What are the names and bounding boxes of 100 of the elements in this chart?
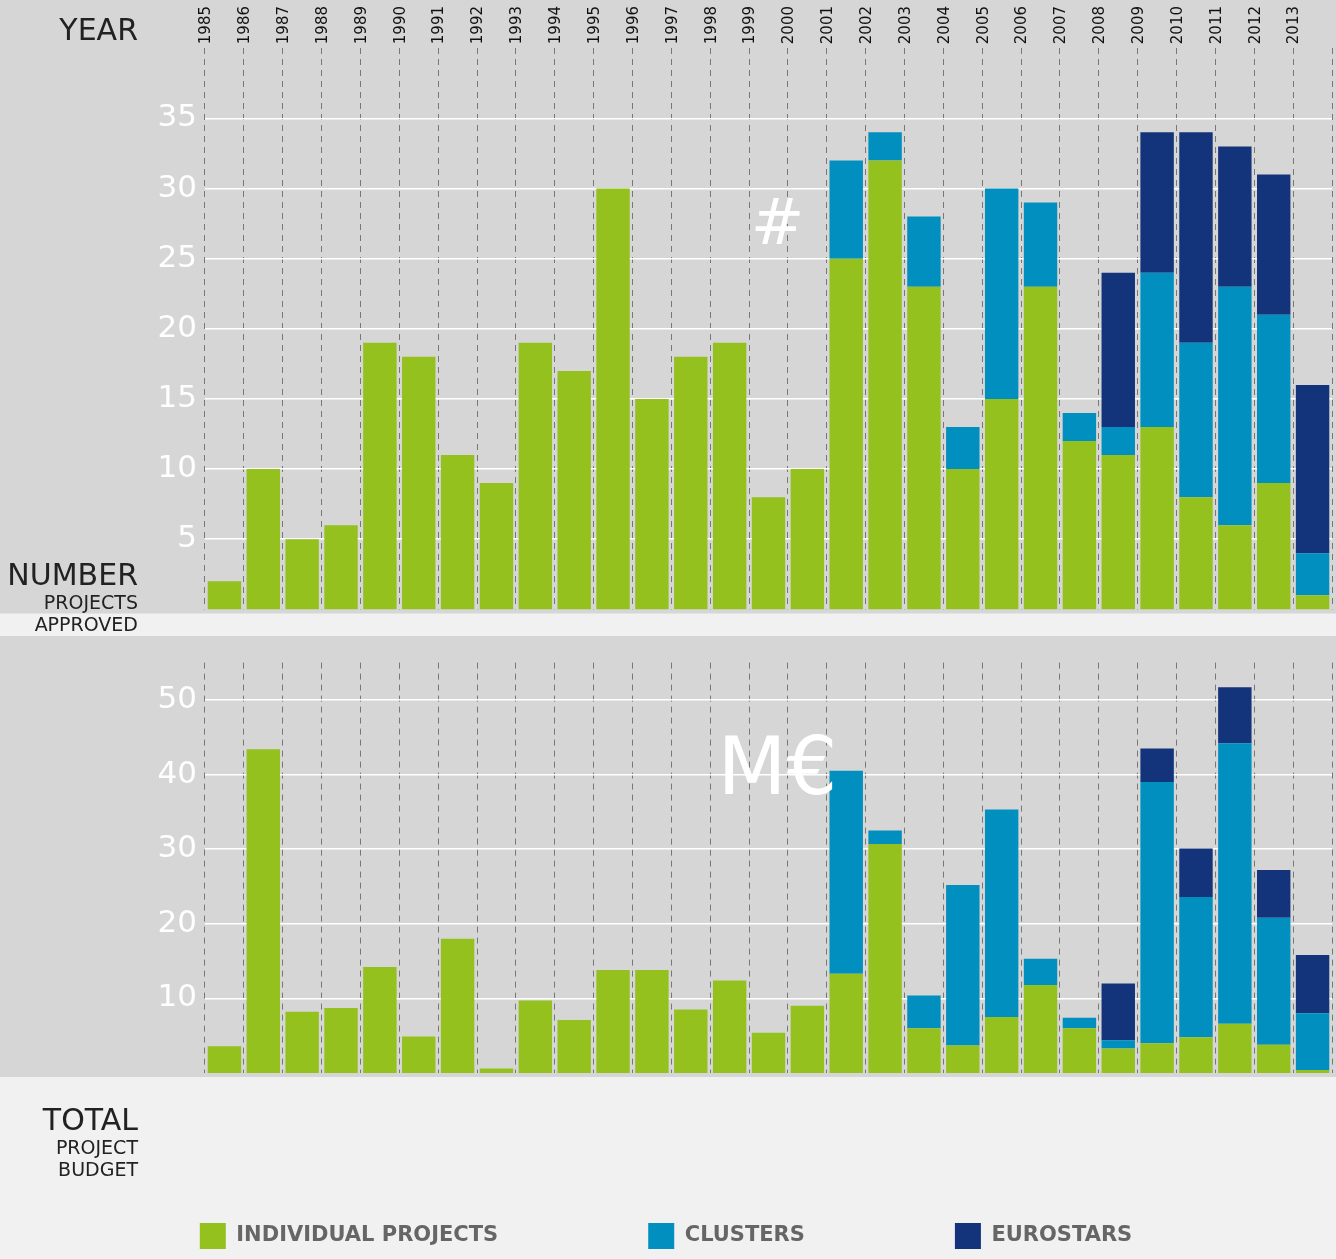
x-tick-label: 1993 <box>507 5 526 45</box>
bar <box>402 1036 436 1073</box>
bar <box>1257 483 1291 610</box>
bar <box>479 483 514 610</box>
bar <box>1101 272 1135 427</box>
bar <box>1218 1023 1252 1073</box>
x-tick-label: 1998 <box>701 5 720 45</box>
x-tick-label: 1988 <box>312 5 331 45</box>
bar <box>363 342 397 610</box>
x-tick-label: 2003 <box>895 5 914 45</box>
x-tick-label: 1994 <box>546 5 565 45</box>
x-tick-label: 1985 <box>196 5 215 45</box>
bar <box>1295 384 1330 554</box>
bar <box>907 216 941 287</box>
bar <box>946 884 980 1046</box>
bar <box>1257 314 1291 484</box>
bar <box>596 970 630 1073</box>
bar <box>1218 525 1252 610</box>
bar <box>518 1000 553 1073</box>
x-tick-label: 2007 <box>1051 5 1070 45</box>
bar <box>518 342 553 610</box>
bar <box>674 356 708 610</box>
y-axis-title: NUMBER PROJECTS APPROVED <box>6 556 138 636</box>
bar <box>1023 286 1058 610</box>
bar <box>1295 553 1330 596</box>
bar <box>1257 174 1291 315</box>
bar <box>907 286 941 610</box>
bar <box>868 160 902 610</box>
bar <box>440 938 475 1073</box>
x-tick-label: 2010 <box>1167 5 1186 45</box>
bar <box>1140 272 1174 427</box>
x-tick-label: 1995 <box>584 5 603 45</box>
bar <box>1179 132 1213 343</box>
bar <box>829 160 863 259</box>
bar <box>907 995 941 1029</box>
x-tick-label: 1992 <box>468 5 487 45</box>
bar <box>712 980 747 1073</box>
bar <box>946 427 980 470</box>
x-tick-label: 1996 <box>623 5 642 45</box>
bar <box>1295 1013 1330 1071</box>
bar <box>1218 146 1252 287</box>
bar <box>1062 1017 1097 1029</box>
bar <box>246 749 280 1073</box>
bar <box>1023 958 1058 985</box>
x-tick-label: 1991 <box>429 5 448 45</box>
x-tick-label: 2006 <box>1012 5 1031 45</box>
bar <box>557 1020 591 1073</box>
bar <box>1140 748 1174 782</box>
bar <box>1179 896 1213 1038</box>
x-tick-label: 2009 <box>1129 5 1148 45</box>
bar <box>207 581 242 610</box>
bar <box>674 1009 708 1073</box>
bar <box>557 370 591 610</box>
bar <box>946 1045 980 1073</box>
x-tick-label: 1990 <box>390 5 409 45</box>
x-tick-label: 2005 <box>973 5 992 45</box>
bar <box>1062 412 1097 442</box>
x-tick-label: 2004 <box>934 5 953 45</box>
x-tick-label: 2012 <box>1245 5 1264 45</box>
bar <box>596 188 630 610</box>
bar <box>712 342 747 610</box>
bar <box>285 1011 319 1073</box>
bar <box>324 1008 358 1073</box>
bar <box>1140 781 1174 1044</box>
x-tick-label: 2001 <box>818 5 837 45</box>
bar <box>1295 955 1330 1014</box>
x-tick-label: 2000 <box>779 5 798 45</box>
bar <box>1257 1044 1291 1073</box>
bar <box>1140 427 1174 610</box>
x-tick-label: 2013 <box>1284 5 1303 45</box>
bar <box>868 830 902 844</box>
bar <box>1140 132 1174 273</box>
x-tick-label: 2008 <box>1090 5 1109 45</box>
bar <box>868 843 902 1073</box>
bar <box>1062 441 1097 610</box>
legend-label: CLUSTERS <box>684 1222 805 1247</box>
x-tick-label: 1997 <box>662 5 681 45</box>
x-axis-title: YEAR <box>58 12 138 47</box>
x-tick-label: 1989 <box>351 5 370 45</box>
bar <box>246 469 280 610</box>
y-axis-title: TOTAL PROJECT BUDGET <box>41 1101 138 1181</box>
bar <box>751 497 786 610</box>
bar <box>1140 1043 1174 1073</box>
bar <box>285 539 319 610</box>
bar <box>207 1046 242 1073</box>
bar <box>1295 595 1330 610</box>
bar <box>1218 687 1252 744</box>
bar <box>984 398 1019 610</box>
bar <box>402 356 436 610</box>
bar <box>363 967 397 1073</box>
bar <box>984 809 1019 1018</box>
bar <box>324 525 358 610</box>
bar <box>1101 427 1135 456</box>
bar <box>1257 870 1291 918</box>
bar <box>790 469 825 610</box>
bar <box>751 1032 786 1073</box>
annotation: # <box>750 185 805 260</box>
bar <box>1023 984 1058 1073</box>
bar <box>829 258 863 610</box>
bar <box>1218 286 1252 526</box>
